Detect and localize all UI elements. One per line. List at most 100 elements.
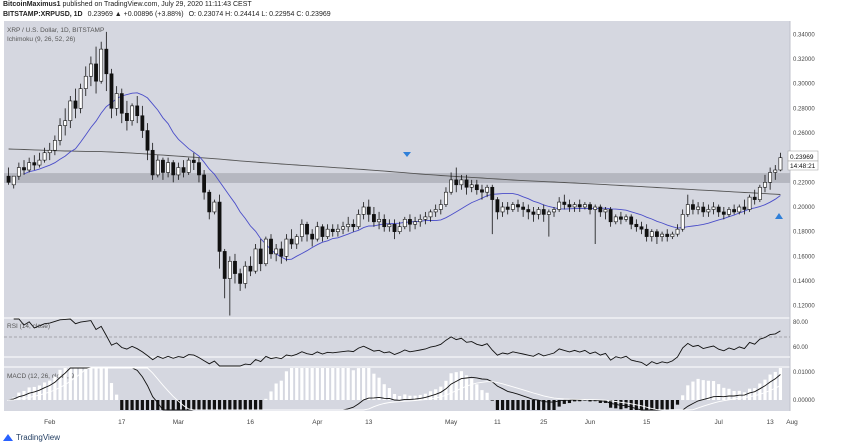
candle (629, 214, 634, 230)
candle (619, 211, 623, 225)
candle (624, 214, 628, 222)
candle (737, 204, 742, 215)
macd-bar (542, 400, 546, 410)
ichimoku-label: Ichimoku (9, 26, 52, 26) (7, 36, 75, 43)
macd-bar (228, 400, 232, 410)
macd-bar (711, 381, 716, 400)
candle (444, 187, 448, 207)
macd-bar (392, 393, 397, 400)
candle (603, 207, 608, 220)
candle (706, 204, 711, 217)
macd-bar (511, 400, 515, 410)
macd-line (8, 367, 781, 411)
candle (299, 219, 304, 242)
candle (413, 216, 417, 230)
candle (768, 167, 773, 190)
x-tick: 16 (247, 419, 255, 426)
macd-bar (58, 369, 62, 400)
x-tick: Feb (44, 419, 56, 426)
candle (459, 174, 464, 190)
macd-bar (722, 387, 726, 400)
candle (114, 86, 119, 116)
candle (243, 261, 248, 289)
macd-bar (207, 400, 211, 410)
macd-bar (480, 390, 484, 400)
candle (510, 202, 515, 212)
macd-bar (464, 375, 469, 400)
candle (109, 68, 114, 119)
main-title: XRP / U.S. Dollar, 1D, BITSTAMP (7, 27, 104, 34)
candle (608, 207, 613, 227)
macd-bar (289, 368, 294, 400)
macd-bar (655, 400, 659, 410)
candle (310, 229, 315, 247)
candle (11, 175, 16, 189)
signal-line (8, 367, 781, 411)
macd-bar (500, 400, 505, 410)
candle (454, 167, 459, 193)
macd-bar (115, 394, 119, 400)
x-tick: 25 (540, 419, 548, 426)
rsi-panel (4, 318, 790, 367)
price-tick: 0.32000 (793, 57, 815, 63)
macd-bar (413, 395, 417, 400)
candle (644, 224, 649, 242)
candle (438, 199, 443, 215)
svg-text:60.00: 60.00 (793, 345, 809, 351)
macd-bar (660, 400, 664, 410)
macd-bar (691, 381, 695, 400)
macd-bar (485, 392, 489, 400)
up-arrow-marker (775, 213, 783, 219)
x-tick: 11 (494, 419, 501, 426)
candle (22, 160, 26, 175)
macd-bar (99, 368, 103, 400)
macd-bar (706, 380, 710, 400)
macd-bar (32, 386, 36, 400)
candle (526, 204, 531, 220)
macd-bar (578, 400, 582, 402)
candle (166, 157, 170, 178)
candle (387, 219, 392, 232)
x-tick: 15 (643, 419, 651, 426)
macd-bar (547, 400, 551, 410)
candle (186, 157, 191, 175)
macd-bar (326, 368, 330, 400)
macd-bar (233, 400, 237, 410)
candle (474, 179, 479, 195)
candle (500, 202, 505, 217)
candle (567, 199, 572, 212)
macd-bar (187, 400, 191, 410)
macd-bar (588, 400, 592, 402)
macd-bar (670, 400, 674, 410)
macd-bar (73, 368, 78, 400)
macd-bar (403, 394, 407, 400)
macd-bar (279, 380, 283, 400)
brand-text: TradingView (16, 433, 61, 442)
candle (541, 204, 546, 222)
candle (135, 96, 140, 124)
macd-bar (387, 388, 391, 400)
macd-bar (48, 380, 52, 400)
macd-bar (490, 400, 494, 401)
macd-bar (274, 383, 278, 400)
macd-bar (362, 368, 366, 400)
macd-bar (624, 400, 628, 409)
candle (469, 179, 474, 193)
macd-bar (665, 400, 669, 410)
candle (665, 229, 670, 242)
x-tick: Jul (715, 419, 724, 426)
candle (480, 184, 484, 200)
candle (212, 199, 217, 215)
macd-bar (444, 380, 448, 400)
price-tick: 0.14000 (793, 279, 815, 285)
macd-bar (418, 394, 422, 400)
macd-bar (68, 368, 72, 400)
candle (546, 209, 551, 237)
macd-bar (145, 400, 150, 410)
macd-bar (315, 368, 319, 400)
macd-bar (197, 400, 201, 410)
macd-bar (367, 368, 371, 400)
candle (161, 157, 165, 180)
candle (588, 202, 592, 215)
macd-bar (398, 395, 402, 400)
